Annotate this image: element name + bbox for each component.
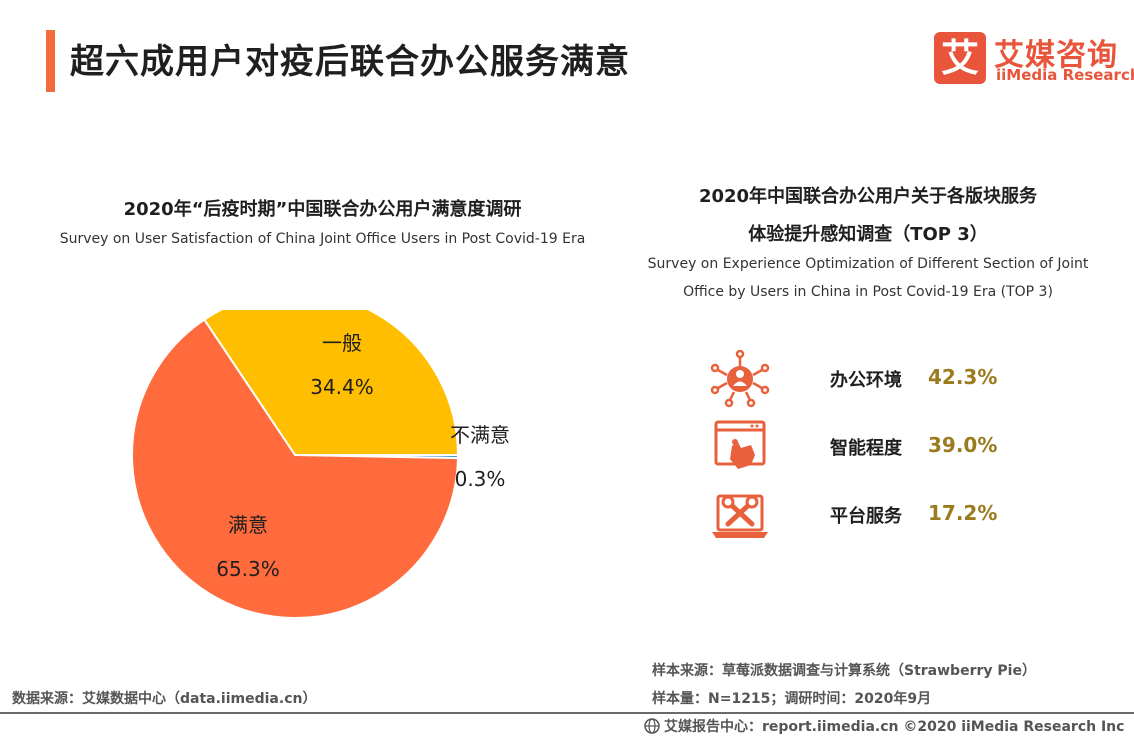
pie-slice-value-2: 65.3% [216, 557, 280, 581]
pie-slice-2 [131, 318, 459, 619]
logo-en-text: iiMedia Research [996, 66, 1134, 84]
sample-source-note: 样本来源：草莓派数据调查与计算系统（Strawberry Pie） [652, 663, 1036, 679]
globe-icon [644, 718, 660, 734]
tools-monitor-icon [712, 494, 768, 538]
pie-chart-subtitle: Survey on User Satisfaction of China Joi… [59, 231, 586, 247]
logo-cn-text: 艾媒咨询 [994, 38, 1118, 73]
pie-slice-0 [202, 310, 460, 456]
intelligence-level-value: 39.0% [928, 433, 998, 457]
brand-logo: 艾 艾媒咨询 iiMedia Research [934, 30, 1134, 86]
report-center-footer: 艾媒报告中心：report.iimedia.cn ©2020 iiMedia R… [644, 716, 1124, 736]
page-title: 超六成用户对疫后联合办公服务满意 [70, 42, 630, 82]
pie-slice-name-1: 不满意 [450, 423, 510, 447]
logo-mark-icon: 艾 [934, 32, 986, 84]
top-item-platform-service: 平台服务 17.2% [708, 486, 1108, 546]
report-center-text: 艾媒报告中心：report.iimedia.cn ©2020 iiMedia R… [664, 719, 1125, 735]
pie-slice-value-1: 0.3% [455, 467, 506, 491]
touch-screen-icon [714, 420, 766, 469]
logo-mark-text: 艾 [940, 36, 979, 80]
right-panel-title-line2: 体验提升感知调查（TOP 3） [748, 224, 988, 245]
right-panel-title-line1: 2020年中国联合办公用户关于各版块服务 [698, 186, 1038, 207]
people-network-icon [710, 350, 770, 408]
pie-slice-value-0: 34.4% [310, 375, 374, 399]
right-panel-subtitle-line2: Office by Users in China in Post Covid-1… [683, 284, 1053, 300]
platform-service-label: 平台服务 [830, 506, 902, 527]
title-accent-bar [46, 30, 55, 92]
pie-slice-name-2: 满意 [228, 513, 268, 537]
intelligence-level-label: 智能程度 [830, 438, 902, 459]
top-item-office-environment: 办公环境 42.3% [708, 350, 1108, 410]
data-source-note: 数据来源：艾媒数据中心（data.iimedia.cn） [12, 691, 317, 707]
pie-chart-title: 2020年“后疫时期”中国联合办公用户满意度调研 [123, 199, 522, 220]
footer-divider [0, 712, 1134, 714]
top-item-intelligence-level: 智能程度 39.0% [708, 418, 1108, 478]
office-environment-value: 42.3% [928, 365, 998, 389]
satisfaction-pie-chart: 一般 34.4% 不满意 0.3% 满意 65.3% [131, 310, 510, 619]
platform-service-value: 17.2% [928, 501, 998, 525]
office-environment-label: 办公环境 [830, 370, 902, 391]
right-panel-subtitle-line1: Survey on Experience Optimization of Dif… [647, 256, 1089, 272]
sample-size-note: 样本量：N=1215；调研时间：2020年9月 [652, 691, 932, 707]
pie-slice-name-0: 一般 [322, 331, 362, 355]
